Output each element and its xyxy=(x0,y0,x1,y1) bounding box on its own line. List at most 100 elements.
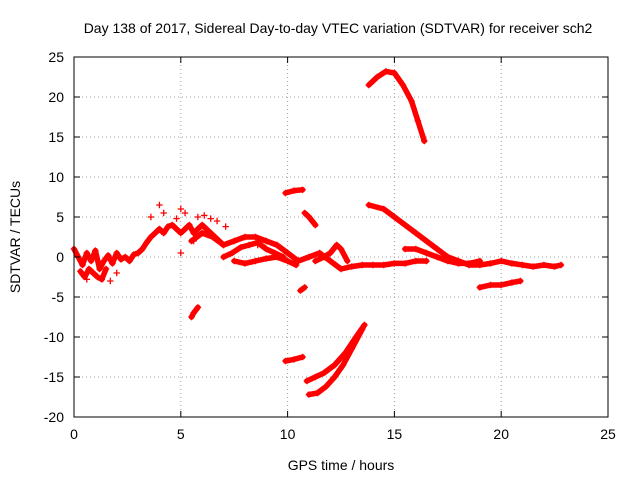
data-point xyxy=(412,257,419,265)
data-point xyxy=(282,189,289,197)
data-point xyxy=(173,225,180,233)
data-point xyxy=(487,260,494,267)
series-track-main xyxy=(70,221,227,273)
scatter-point xyxy=(147,213,155,221)
data-point xyxy=(83,249,91,257)
data-point xyxy=(190,229,197,237)
data-point xyxy=(433,253,441,261)
data-point xyxy=(399,81,407,89)
data-point xyxy=(337,245,345,253)
data-point xyxy=(312,221,319,229)
data-point xyxy=(231,237,238,245)
data-point xyxy=(423,237,430,245)
data-point xyxy=(401,260,409,267)
data-point xyxy=(90,269,97,277)
data-point xyxy=(333,241,340,249)
data-point xyxy=(186,221,193,229)
data-point xyxy=(322,383,330,390)
data-point xyxy=(305,213,313,221)
scatter-point xyxy=(177,249,184,257)
data-point xyxy=(139,245,146,253)
data-point xyxy=(271,249,278,257)
data-point xyxy=(359,261,366,269)
data-point xyxy=(94,273,101,281)
data-point xyxy=(198,221,206,229)
data-point xyxy=(465,260,473,267)
data-point xyxy=(498,257,505,265)
data-point xyxy=(98,276,105,283)
data-series xyxy=(70,68,565,398)
data-point xyxy=(374,73,381,81)
scatter-point xyxy=(181,209,189,217)
data-point xyxy=(408,97,415,105)
axes: 0 5 10 15 20 25 -20 -15 -10 -5 0 5 10 15 20 25 xyxy=(44,49,616,442)
data-point xyxy=(423,257,430,265)
data-point xyxy=(130,251,138,258)
data-point xyxy=(557,261,565,269)
y-tick-label: 20 xyxy=(48,89,64,105)
data-point xyxy=(151,229,159,237)
y-tick-label: -10 xyxy=(44,329,64,345)
series-track-mid xyxy=(188,229,430,273)
x-tick-label: 20 xyxy=(493,426,509,442)
data-point xyxy=(295,257,302,265)
data-point xyxy=(305,391,313,398)
data-point xyxy=(87,257,95,265)
data-point xyxy=(100,257,108,265)
data-point xyxy=(299,353,306,361)
data-point xyxy=(303,377,311,385)
data-point xyxy=(444,257,451,265)
data-point xyxy=(476,257,484,265)
data-point xyxy=(348,345,355,353)
data-point xyxy=(305,253,313,261)
data-point xyxy=(344,257,351,265)
scatter-point xyxy=(113,269,120,277)
data-point xyxy=(143,239,150,246)
data-point xyxy=(361,321,368,329)
data-point xyxy=(391,213,398,221)
y-tick-label: 10 xyxy=(48,169,64,185)
data-point xyxy=(312,373,319,381)
data-point xyxy=(117,256,125,263)
data-point xyxy=(188,313,195,321)
series-path xyxy=(188,230,430,272)
series-track-late-low xyxy=(476,277,524,291)
data-point xyxy=(228,249,236,257)
data-point xyxy=(301,209,308,217)
series-path xyxy=(188,304,201,320)
data-point xyxy=(147,233,155,241)
data-point xyxy=(540,261,548,269)
data-point xyxy=(299,186,306,193)
series-track-early-low xyxy=(77,265,110,283)
series-track-11-5 xyxy=(301,209,319,229)
data-point xyxy=(252,233,259,241)
series-path xyxy=(366,68,428,144)
data-point xyxy=(348,263,355,270)
data-point xyxy=(412,229,419,237)
series-track-10-neg4 xyxy=(297,284,308,294)
data-point xyxy=(391,260,398,267)
scatter-point xyxy=(83,276,91,283)
data-point xyxy=(382,68,390,75)
data-point xyxy=(508,279,516,286)
data-point xyxy=(414,117,422,125)
data-point xyxy=(177,229,184,237)
data-point xyxy=(391,69,398,77)
plot-frame xyxy=(73,56,609,418)
grid-lines xyxy=(74,57,608,417)
data-point xyxy=(273,241,281,249)
data-point xyxy=(109,260,116,267)
scatter-point xyxy=(190,237,197,245)
series-path xyxy=(220,239,287,260)
series-path xyxy=(301,210,319,228)
data-point xyxy=(104,252,112,259)
series-track-11-up xyxy=(312,241,351,265)
data-point xyxy=(284,249,291,257)
scatter-point xyxy=(209,233,217,241)
data-point xyxy=(320,253,328,261)
data-point xyxy=(412,245,419,253)
data-point xyxy=(113,249,120,257)
data-point xyxy=(79,261,86,269)
y-tick-label: 0 xyxy=(56,249,64,265)
x-tick-label: 15 xyxy=(387,426,403,442)
